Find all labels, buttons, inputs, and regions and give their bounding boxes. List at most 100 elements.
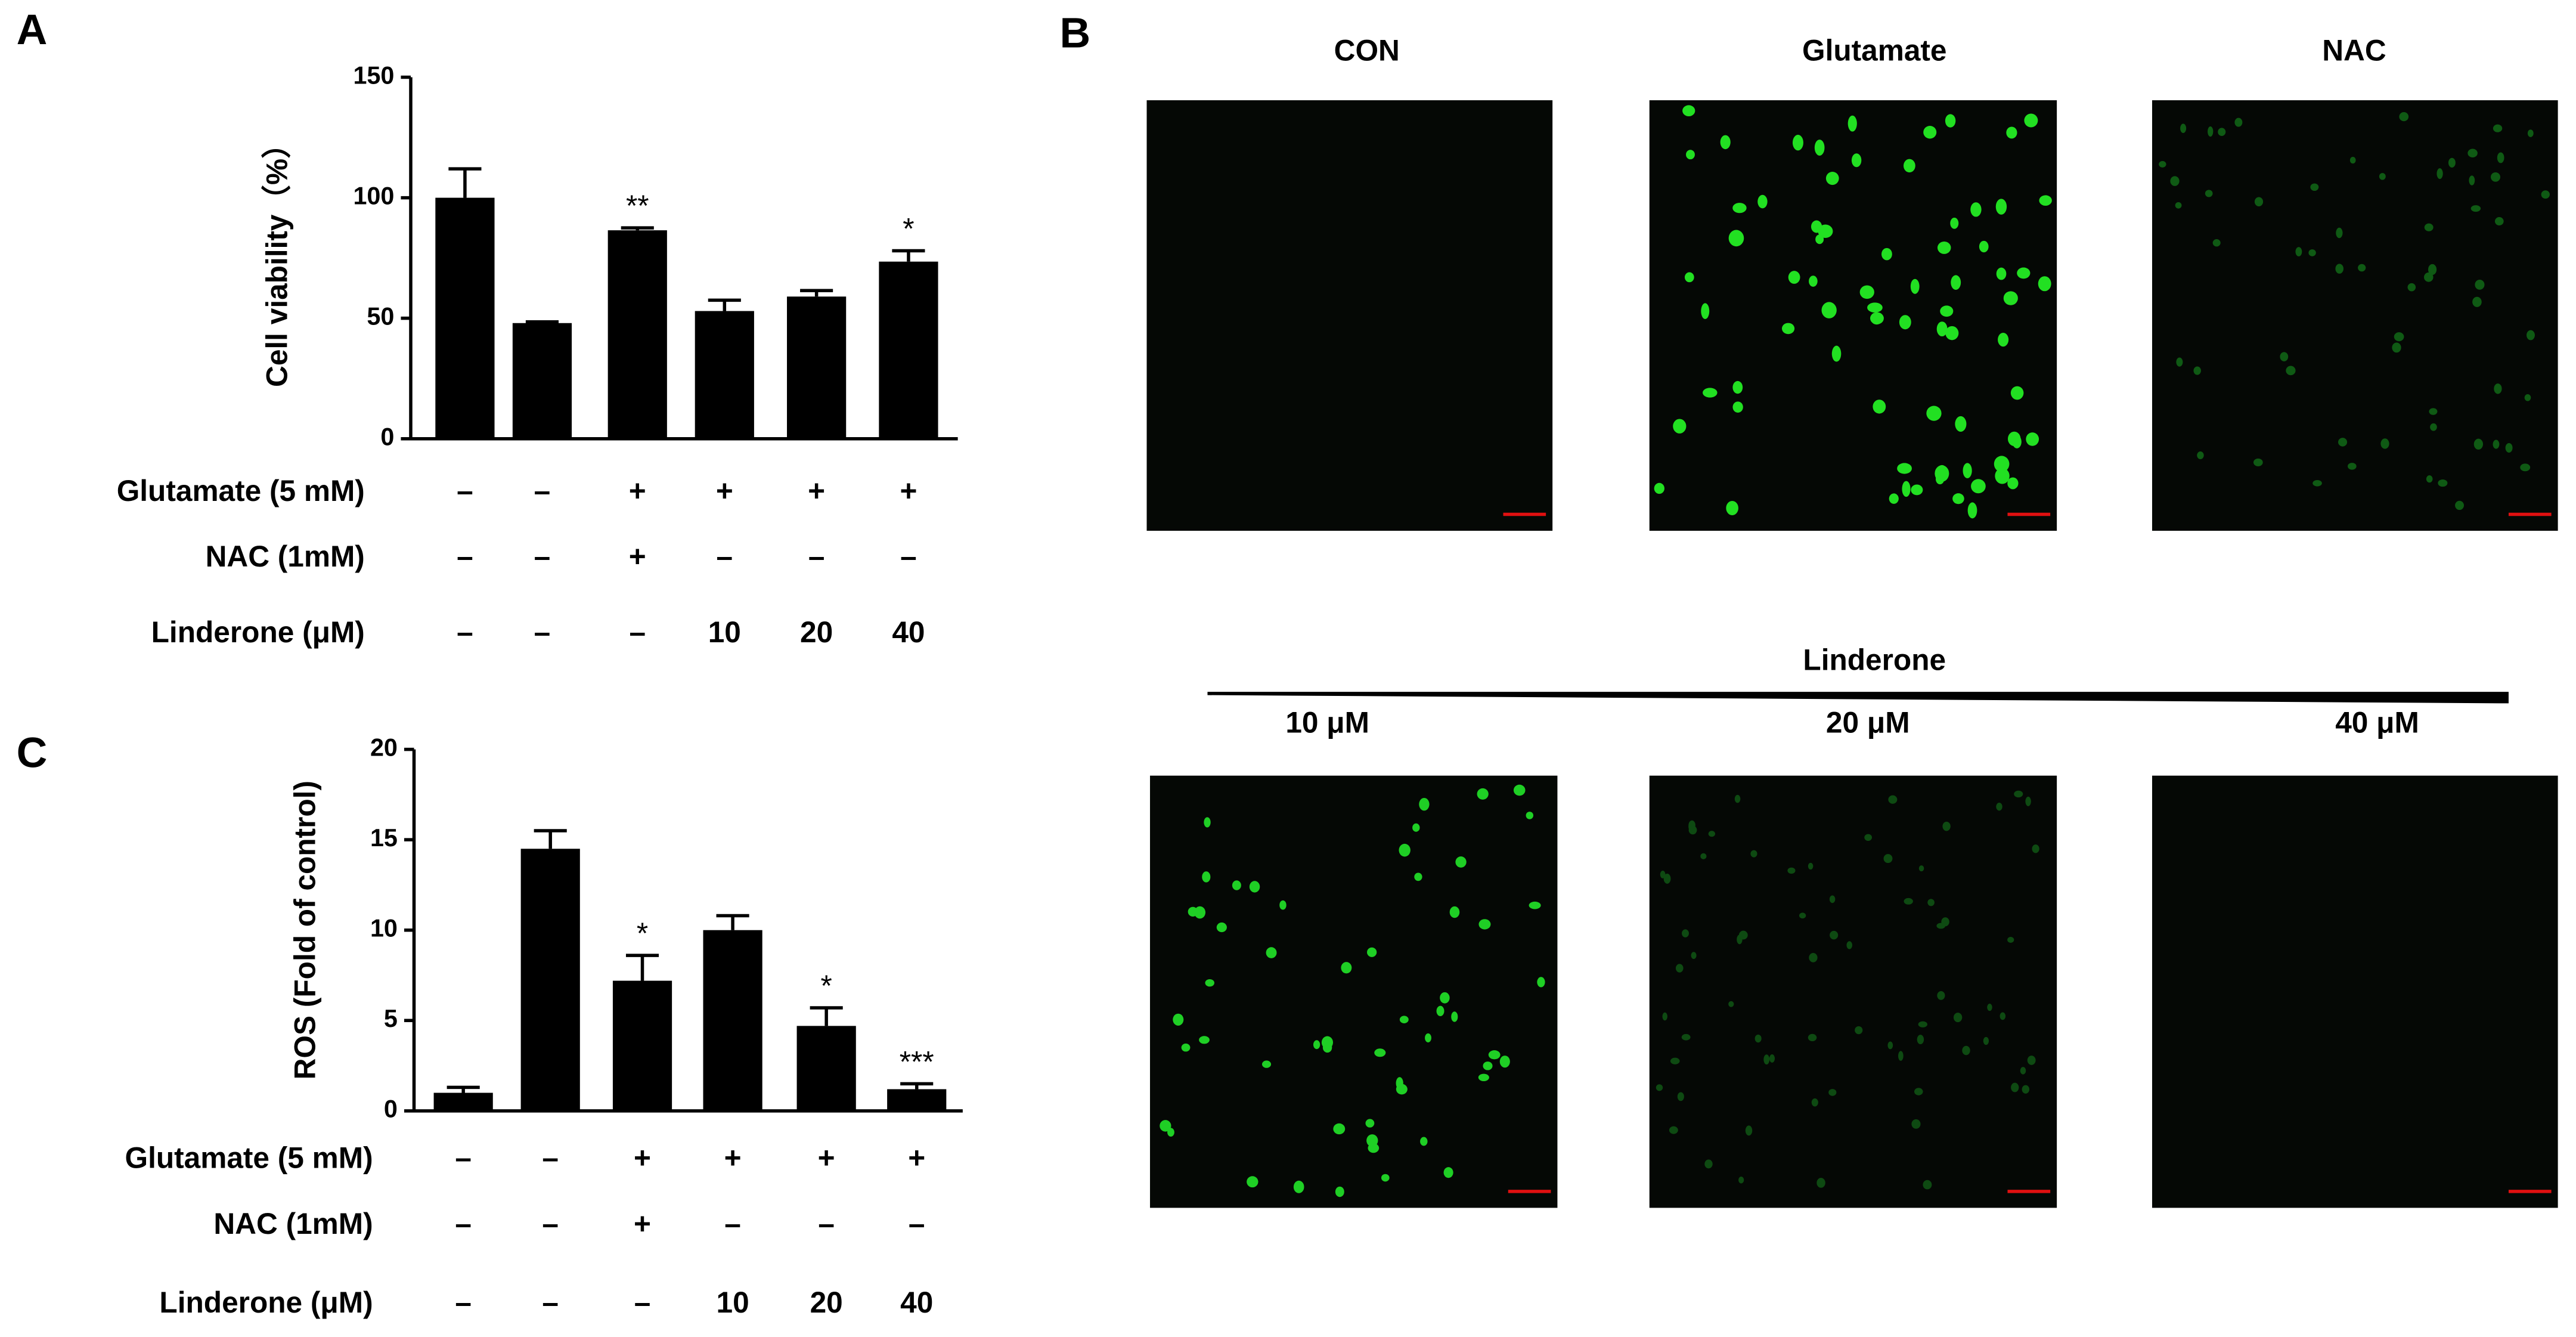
cell: [2424, 223, 2434, 231]
cell: [1889, 493, 1899, 504]
y-tick-label: 150: [353, 61, 394, 89]
cell: [2527, 129, 2534, 137]
cell: [2286, 366, 2296, 376]
micrograph: [2152, 100, 2558, 531]
cell: [2493, 440, 2500, 449]
cell: [1720, 135, 1731, 150]
bar: [879, 261, 938, 439]
panel-label: C: [17, 729, 48, 777]
micrograph: [1649, 100, 2057, 531]
cell: [1173, 1013, 1184, 1026]
image-title: Glutamate: [1802, 33, 1947, 67]
cell: [1995, 468, 2010, 484]
cell: [1488, 1050, 1501, 1060]
cell: [2424, 272, 2434, 282]
micrograph: [1150, 775, 1558, 1208]
cell: [1825, 172, 1839, 185]
cell: [1205, 979, 1214, 987]
cell: [1420, 1137, 1428, 1146]
cell: [2473, 438, 2484, 450]
cell: [1828, 1089, 1837, 1096]
cell: [1903, 159, 1915, 173]
cell: [1662, 1012, 1667, 1021]
cell: [1816, 1178, 1825, 1188]
cell: [1970, 202, 1982, 217]
cell: [1399, 843, 1411, 857]
cell: [1904, 897, 1913, 905]
panel-label: A: [17, 6, 48, 54]
cell: [2000, 1012, 2006, 1020]
cell: [1654, 482, 1664, 494]
condition-value: 10: [717, 1286, 749, 1319]
cell: [2027, 1056, 2036, 1065]
cell: [1738, 1177, 1744, 1184]
condition-value: –: [717, 540, 733, 573]
cell: [1910, 278, 1920, 294]
cell: [2308, 249, 2316, 256]
cell: [1945, 326, 1959, 341]
cell: [1478, 1073, 1489, 1082]
cell: [1365, 1119, 1375, 1128]
image-title: CON: [1334, 33, 1400, 67]
cell: [2470, 205, 2481, 212]
cell: [2011, 1082, 2019, 1092]
condition-value: 40: [900, 1286, 933, 1319]
cell: [2491, 172, 2500, 182]
image-title: 20 μM: [1826, 705, 1910, 739]
cell: [2017, 267, 2031, 279]
cell: [1455, 856, 1467, 868]
condition-value: –: [457, 474, 473, 507]
cell: [2253, 458, 2263, 466]
cell: [1732, 380, 1743, 394]
cell: [1663, 874, 1671, 884]
bar: [435, 197, 495, 439]
cell: [1769, 1054, 1775, 1063]
cell: [2280, 352, 2289, 361]
cell: [1809, 953, 1818, 962]
cell: [1232, 880, 1241, 890]
condition-value: 10: [708, 615, 741, 649]
cell: [1333, 1123, 1346, 1135]
cell: [2448, 157, 2456, 168]
cell: [1686, 150, 1695, 160]
cell: [1675, 964, 1684, 973]
cell: [2394, 332, 2404, 342]
cell: [1677, 1092, 1684, 1101]
condition-value: –: [629, 615, 646, 649]
condition-value: +: [900, 474, 917, 507]
cell: [1936, 321, 1948, 337]
cell: [1926, 406, 1942, 421]
cell: [1899, 315, 1911, 330]
micrographs: [1146, 100, 2558, 1208]
cell: [2295, 247, 2302, 256]
cell: [1867, 302, 1883, 313]
cell: [1994, 456, 2010, 472]
condition-label: Glutamate (5 mM): [125, 1141, 373, 1175]
cell: [2038, 276, 2051, 292]
cell: [2024, 113, 2038, 128]
cell: [2025, 796, 2031, 806]
cell: [1757, 194, 1768, 209]
cell: [1883, 854, 1893, 864]
cell: [1979, 240, 1989, 253]
bar: [887, 1089, 947, 1111]
cell: [1888, 795, 1898, 804]
cell: [1831, 345, 1842, 362]
cell: [1414, 872, 1422, 881]
cell: [1700, 853, 1707, 859]
cell: [2032, 844, 2039, 853]
cell: [2310, 183, 2319, 191]
cell: [1941, 917, 1949, 927]
cell: [1887, 1041, 1893, 1050]
cell: [2399, 112, 2409, 122]
cell: [2436, 168, 2443, 179]
cell: [1940, 305, 1954, 317]
condition-value: –: [542, 1207, 559, 1240]
group-label: Linderone: [1803, 643, 1946, 677]
cell: [2180, 123, 2187, 133]
cell: [1703, 388, 1718, 398]
cell: [1923, 126, 1937, 139]
cell: [2524, 394, 2531, 401]
